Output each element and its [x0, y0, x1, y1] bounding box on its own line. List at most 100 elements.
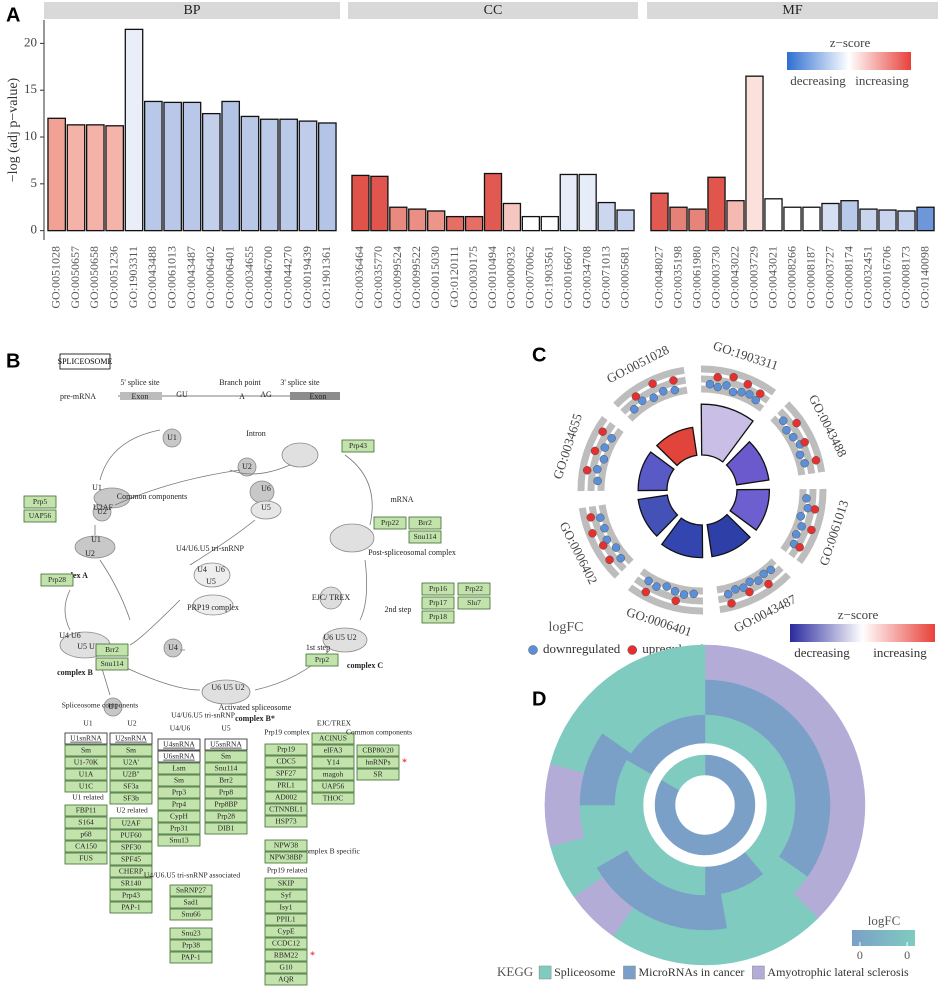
term-bar — [637, 494, 679, 537]
track — [598, 504, 634, 565]
gene-box — [109, 768, 153, 781]
gene-label: Prp8 — [219, 788, 233, 797]
x-tick-label: GO:0071013 — [598, 246, 612, 309]
pathway-shapes — [59, 353, 375, 717]
gene-label: Sm — [174, 776, 184, 785]
segment — [654, 754, 756, 856]
point — [811, 456, 821, 465]
bar — [182, 101, 202, 232]
point — [727, 599, 736, 608]
bar — [578, 173, 597, 232]
x-tick-label: GO:0036464 — [352, 246, 366, 309]
group-title: EJC/TREX — [317, 719, 352, 728]
point — [795, 543, 804, 552]
x-tick-label: GO:0046700 — [261, 246, 275, 309]
point — [743, 380, 753, 389]
rna-label: U2snRNA — [115, 734, 147, 743]
pathway-label: U4 U6 — [59, 631, 81, 640]
gene-label: Isy1 — [280, 903, 293, 912]
bar — [916, 206, 935, 232]
gene-label: CBP80/20 — [362, 746, 394, 755]
facet-title: MF — [782, 3, 802, 18]
gene-label: Prp18 — [429, 612, 447, 621]
gene-box — [109, 853, 153, 866]
colorbar — [787, 52, 911, 70]
x-tick-label: GO:0006402 — [203, 246, 217, 309]
gene-box — [109, 780, 153, 793]
point — [800, 459, 809, 468]
segment — [661, 754, 706, 791]
gene-label: hnRNPs — [365, 758, 390, 767]
pathway-label: U6 U5 U2 — [323, 633, 356, 642]
bar — [540, 215, 559, 232]
x-tick-label: GO:0035198 — [670, 246, 684, 309]
bar — [427, 210, 446, 232]
pathway-label: U1 — [108, 702, 118, 711]
x-tick-label: GO:0043487 — [184, 246, 198, 309]
x-tick-label: GO:0035770 — [371, 246, 385, 309]
facet-title: CC — [484, 3, 503, 18]
track — [588, 505, 627, 572]
rna-box — [157, 738, 201, 751]
gene-label: CTNNBL1 — [269, 805, 303, 814]
legend-label: Spliceosome — [554, 965, 615, 979]
track — [627, 386, 688, 422]
gene-box — [64, 816, 108, 829]
pathway-label: U6 — [261, 484, 271, 493]
gene-label: AD002 — [275, 793, 297, 802]
gene-label: CDC5 — [276, 757, 295, 766]
pathway-label: 5' splice site — [120, 378, 160, 387]
bar — [221, 100, 241, 232]
bar — [878, 209, 897, 232]
x-tick-label: GO:0034708 — [579, 246, 593, 309]
x-tick-label: GO:0099522 — [409, 246, 423, 309]
point — [795, 450, 805, 460]
pathway-title: SPLICEOSOME — [58, 357, 113, 366]
point — [810, 505, 820, 514]
gene-label: SPF45 — [121, 855, 141, 864]
gene-label: eIFA3 — [324, 746, 343, 755]
x-tick-label: GO:0048027 — [651, 246, 665, 309]
x-tick-label: GO:0010494 — [485, 246, 499, 309]
point — [739, 583, 748, 592]
panel-label: A — [6, 4, 20, 26]
gene-label: Prp2 — [315, 655, 329, 664]
gene-label: Prp22 — [381, 518, 399, 527]
pathway-label: U6 — [215, 565, 225, 574]
segment — [544, 763, 585, 847]
point — [616, 553, 625, 563]
x-tick-label: GO:0032451 — [860, 246, 874, 309]
pathway-label: U4 — [168, 643, 178, 652]
point — [764, 579, 773, 589]
point — [595, 513, 605, 522]
point — [792, 418, 801, 428]
pathway-label: U4/U6.U5 tri-snRNP — [176, 544, 245, 553]
bar — [279, 118, 299, 232]
gene-box — [264, 743, 308, 756]
gene-box — [264, 815, 308, 828]
group-title: U1 related — [72, 793, 104, 802]
gene-box — [109, 889, 153, 902]
gene-label: Prp28 — [48, 575, 66, 584]
x-tick-label: GO:0003727 — [822, 246, 836, 309]
gene-label: CypH — [170, 812, 189, 821]
gene-label: Prp5 — [33, 497, 47, 506]
pathway-label: A — [239, 392, 245, 401]
x-tick-label: GO:0061980 — [689, 246, 703, 309]
x-tick-label: GO:0008174 — [841, 246, 855, 309]
bar — [389, 206, 408, 232]
gene-box — [169, 927, 213, 940]
bar — [408, 208, 427, 232]
pathway-label: AG — [260, 390, 272, 399]
rna-label: U4snRNA — [163, 740, 195, 749]
y-tick-label: 15 — [24, 81, 37, 96]
flag: * — [402, 757, 407, 768]
gene-label: SF3a — [123, 782, 139, 791]
pathway-label: 2nd step — [385, 605, 412, 614]
gene-label: Sm — [81, 746, 91, 755]
gene-label: CCDC12 — [272, 939, 300, 948]
point — [593, 476, 602, 486]
point — [713, 382, 723, 392]
bar — [745, 75, 764, 232]
gene-box — [95, 643, 129, 657]
